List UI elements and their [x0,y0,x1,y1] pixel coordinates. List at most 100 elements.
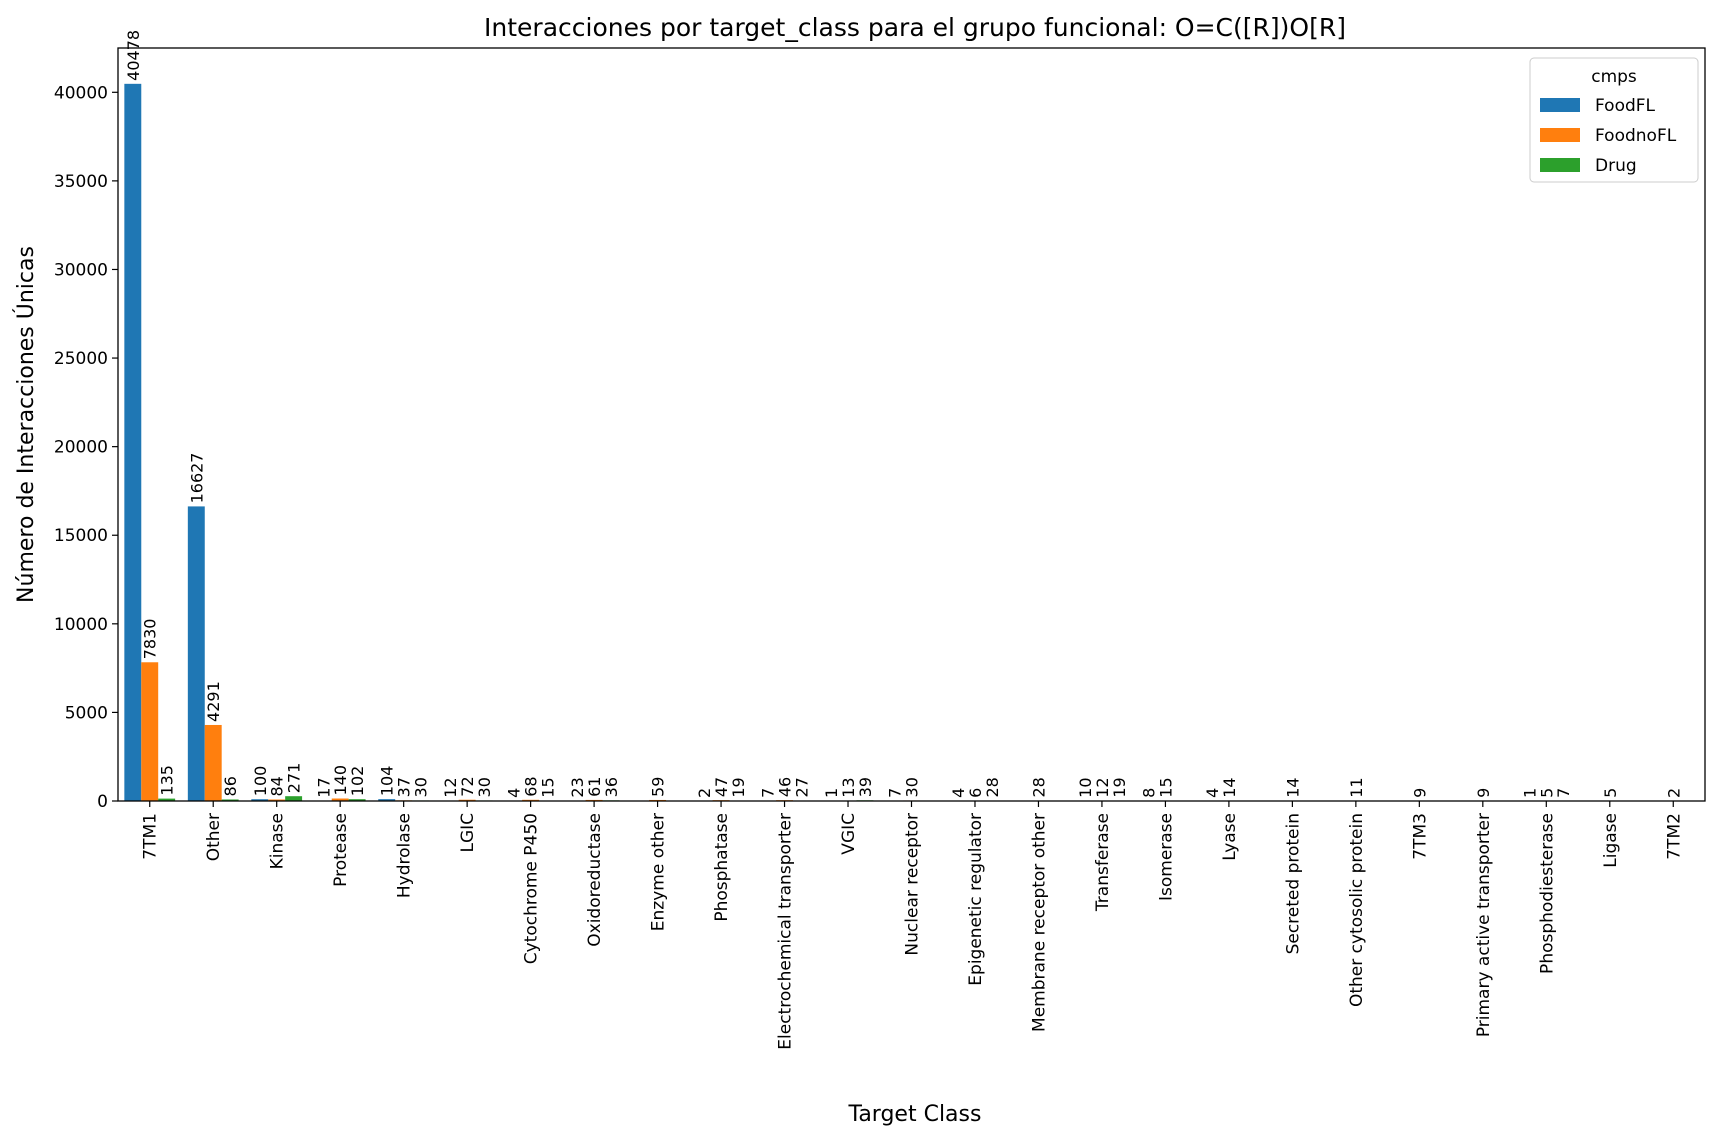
x-tick-label: Oxidoreductase [585,813,605,947]
data-label: 17 [314,777,333,797]
data-label: 4 [949,788,968,798]
y-tick-label: 35000 [54,172,108,192]
x-tick-label: Ligase [1601,813,1621,868]
data-label: 12 [441,777,460,797]
x-tick-label: 7TM3 [1410,813,1430,860]
bars-layer [124,83,1682,802]
legend-title: cmps [1591,67,1637,87]
bar-foodfl [251,799,269,801]
x-tick-label: Electrochemical transporter [776,813,796,1050]
data-label: 37 [395,777,414,797]
data-label: 1 [822,788,841,798]
data-label: 30 [412,777,431,797]
data-label: 4 [1203,788,1222,798]
bar-drug [221,799,239,801]
x-tick-label: Lyase [1220,813,1240,861]
legend-entry: FoodFL [1595,96,1656,116]
x-tick-label: Enzyme other [649,813,669,931]
data-label: 12 [1093,777,1112,797]
data-label: 100 [251,766,270,797]
bar-drug [285,796,303,801]
data-label: 36 [602,777,621,797]
data-label: 9 [1410,788,1429,798]
data-label: 40478 [124,30,143,81]
x-tick-label: 7TM1 [141,813,161,860]
data-label: 4 [505,788,524,798]
chart-title: Interacciones por target_class para el g… [484,13,1346,42]
data-label: 10 [1076,777,1095,797]
bar-foodnofl [204,724,222,801]
data-label: 72 [458,776,477,796]
data-label: 7 [759,788,778,798]
x-tick-label: Kinase [268,813,288,869]
data-label: 14 [1283,777,1302,797]
data-label: 1 [1520,788,1539,798]
y-tick-label: 0 [97,792,108,812]
plot-frame [117,47,1706,802]
data-label: 2 [695,788,714,798]
bar-foodnofl [141,662,159,801]
x-tick-label: Transferase [1093,813,1113,912]
data-label: 46 [776,777,795,797]
data-label: 9 [1474,788,1493,798]
data-label: 68 [522,776,541,796]
data-label: 19 [1110,777,1129,797]
data-label: 104 [378,766,397,797]
data-label: 15 [539,777,558,797]
y-axis: 0 5000 10000 15000 20000 25000 30000 35000 40000 [54,83,118,812]
data-label: 7830 [141,619,160,660]
data-label: 23 [568,777,587,797]
x-tick-label: VGIC [839,813,859,855]
data-label: 59 [649,777,668,797]
x-tick-label: Cytochrome P450 [522,813,542,964]
x-tick-label: Other [204,813,224,861]
data-label: 8 [1139,788,1158,798]
data-label: 30 [475,777,494,797]
data-label: 28 [983,777,1002,797]
legend: cmps FoodFL FoodnoFL Drug [1529,57,1699,183]
y-tick-label: 5000 [65,703,108,723]
data-label: 61 [585,777,604,797]
x-axis: 7TM1 Other Kinase Protease Hydrolase LGIC Cyto… [141,801,1684,1050]
x-tick-label: Primary active transporter [1474,813,1494,1037]
data-label: 6 [966,788,985,798]
x-tick-label: Hydrolase [395,813,415,898]
bar-foodnofl [268,799,286,801]
x-axis-label: Target Class [848,1102,982,1127]
bar-foodfl [124,83,142,802]
data-label: 5 [1601,788,1620,798]
data-label: 14 [1220,777,1239,797]
x-tick-label: 7TM2 [1664,813,1684,860]
data-label: 19 [729,777,748,797]
data-label: 11 [1347,777,1366,797]
y-tick-label: 20000 [54,438,108,458]
y-tick-label: 10000 [54,615,108,635]
data-label: 7 [1554,788,1573,798]
data-label: 47 [712,777,731,797]
x-tick-label: Secreted protein [1283,813,1303,954]
y-tick-label: 15000 [54,526,108,546]
x-tick-label: Phosphodiesterase [1537,813,1557,974]
y-tick-label: 40000 [54,83,108,103]
data-label: 5 [1537,788,1556,798]
y-axis-label: Número de Interacciones Únicas [13,246,39,603]
x-tick-label: Nuclear receptor [903,813,923,956]
x-tick-label: LGIC [458,813,478,853]
x-tick-label: Phosphatase [712,813,732,922]
legend-box [1529,57,1699,183]
data-label: 84 [268,776,287,796]
x-tick-label: Membrane receptor other [1029,813,1049,1032]
x-tick-label: Other cytosolic protein [1347,813,1367,1007]
legend-swatch [1540,128,1580,142]
data-label: 4291 [204,681,223,722]
legend-swatch [1540,158,1580,172]
bar-foodfl [378,799,396,801]
data-label: 13 [839,777,858,797]
bar-drug [348,799,366,801]
data-label: 135 [158,765,177,796]
bar-drug [158,798,176,801]
data-label: 28 [1029,777,1048,797]
y-tick-label: 25000 [54,349,108,369]
